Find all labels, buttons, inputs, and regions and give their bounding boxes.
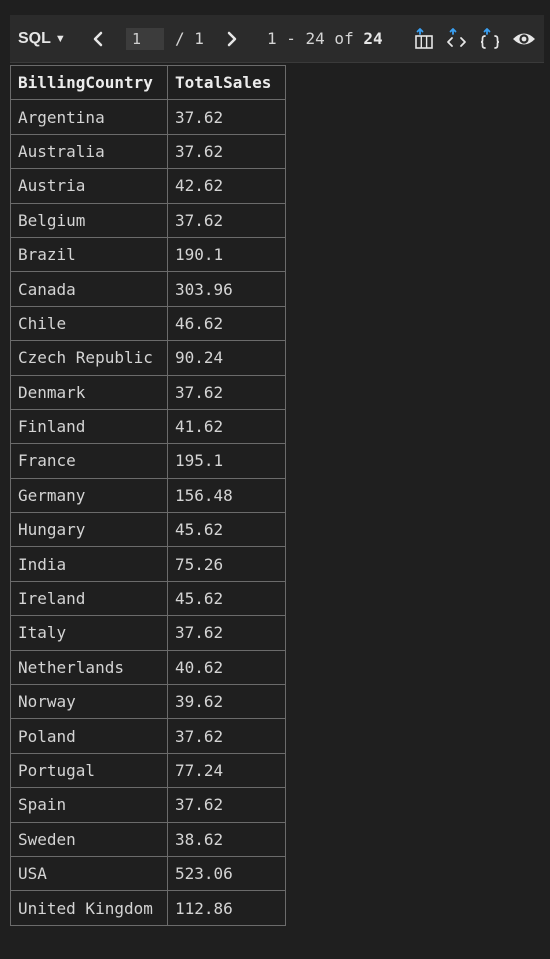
cell-billing-country[interactable]: Finland (10, 408, 168, 445)
cell-billing-country[interactable]: Norway (10, 684, 168, 720)
preview-button[interactable] (512, 27, 536, 51)
table-row[interactable]: Norway 39.62 (10, 684, 286, 720)
table-row[interactable]: Netherlands 40.62 (10, 649, 286, 686)
results-toolbar: SQL▼ / 1 1 - 24 of 24 (10, 15, 544, 63)
table-row[interactable]: Italy 37.62 (10, 615, 286, 651)
cell-total-sales[interactable]: 75.26 (167, 546, 286, 582)
table-row[interactable]: Portugal 77.24 (10, 752, 286, 789)
export-xml-icon (447, 28, 466, 47)
table-row[interactable]: Hungary 45.62 (10, 512, 286, 548)
cell-total-sales[interactable]: 46.62 (167, 305, 286, 342)
cell-total-sales[interactable]: 41.62 (167, 408, 286, 445)
table-row[interactable]: Germany 156.48 (10, 477, 286, 514)
table-row[interactable]: Sweden 38.62 (10, 821, 286, 857)
cell-billing-country[interactable]: Netherlands (10, 649, 168, 686)
language-label: SQL (18, 30, 51, 47)
cell-billing-country[interactable]: Czech Republic (10, 340, 168, 376)
cell-billing-country[interactable]: USA (10, 855, 168, 892)
chevron-left-icon (93, 31, 103, 47)
row-range-prefix: 1 - 24 of (267, 29, 364, 48)
cell-billing-country[interactable]: Denmark (10, 374, 168, 410)
cell-total-sales[interactable]: 37.62 (167, 99, 286, 135)
cell-total-sales[interactable]: 37.62 (167, 787, 286, 823)
cell-billing-country[interactable]: Germany (10, 477, 168, 514)
cell-billing-country[interactable]: Italy (10, 615, 168, 651)
row-total: 24 (363, 29, 383, 48)
column-header-billingcountry[interactable]: BillingCountry (10, 64, 168, 101)
export-json-icon (480, 28, 500, 49)
export-xml-button[interactable] (445, 27, 469, 51)
cell-total-sales[interactable]: 77.24 (167, 752, 286, 789)
table-row[interactable]: Argentina 37.62 (10, 99, 286, 135)
cell-billing-country[interactable]: United Kingdom (10, 890, 168, 926)
export-json-button[interactable] (478, 27, 502, 51)
table-row[interactable]: Chile 46.62 (10, 305, 286, 342)
table-row[interactable]: Poland 37.62 (10, 718, 286, 754)
cell-total-sales[interactable]: 37.62 (167, 202, 286, 238)
cell-billing-country[interactable]: France (10, 443, 168, 479)
row-range: 1 - 24 of 24 (267, 15, 383, 63)
cell-total-sales[interactable]: 112.86 (167, 890, 286, 926)
cell-billing-country[interactable]: India (10, 546, 168, 582)
cell-billing-country[interactable]: Canada (10, 271, 168, 307)
language-select[interactable]: SQL ▼ (18, 15, 66, 63)
page-number-input[interactable] (126, 28, 164, 50)
cell-total-sales[interactable]: 37.62 (167, 133, 286, 170)
cell-billing-country[interactable]: Sweden (10, 821, 168, 857)
cell-total-sales[interactable]: 90.24 (167, 340, 286, 376)
cell-billing-country[interactable]: Ireland (10, 580, 168, 617)
cell-billing-country[interactable]: Argentina (10, 99, 168, 135)
cell-total-sales[interactable]: 39.62 (167, 684, 286, 720)
cell-total-sales[interactable]: 45.62 (167, 512, 286, 548)
table-body: Argentina 37.62 Australia 37.62 Austria 42.62… (10, 99, 286, 926)
preview-eye-icon (513, 33, 535, 45)
table-row[interactable]: Czech Republic 90.24 (10, 340, 286, 376)
table-row[interactable]: USA 523.06 (10, 855, 286, 892)
cell-billing-country[interactable]: Brazil (10, 236, 168, 273)
table-row[interactable]: Austria 42.62 (10, 168, 286, 204)
table-row[interactable]: India 75.26 (10, 546, 286, 582)
table-row[interactable]: Finland 41.62 (10, 408, 286, 445)
cell-total-sales[interactable]: 40.62 (167, 649, 286, 686)
cell-billing-country[interactable]: Hungary (10, 512, 168, 548)
export-csv-icon (415, 28, 433, 49)
cell-total-sales[interactable]: 195.1 (167, 443, 286, 479)
table-row[interactable]: Belgium 37.62 (10, 202, 286, 238)
table-row[interactable]: Denmark 37.62 (10, 374, 286, 410)
table-row[interactable]: United Kingdom 112.86 (10, 890, 286, 926)
cell-total-sales[interactable]: 156.48 (167, 477, 286, 514)
cell-billing-country[interactable]: Portugal (10, 752, 168, 789)
cell-billing-country[interactable]: Poland (10, 718, 168, 754)
cell-billing-country[interactable]: Australia (10, 133, 168, 170)
table-row[interactable]: Brazil 190.1 (10, 236, 286, 273)
cell-billing-country[interactable]: Chile (10, 305, 168, 342)
cell-total-sales[interactable]: 37.62 (167, 718, 286, 754)
cell-total-sales[interactable]: 37.62 (167, 374, 286, 410)
cell-total-sales[interactable]: 45.62 (167, 580, 286, 617)
previous-page-button[interactable] (92, 15, 104, 63)
cell-total-sales[interactable]: 38.62 (167, 821, 286, 857)
table-row[interactable]: Spain 37.62 (10, 787, 286, 823)
cell-billing-country[interactable]: Spain (10, 787, 168, 823)
cell-billing-country[interactable]: Belgium (10, 202, 168, 238)
table-header-row: BillingCountry TotalSales (10, 64, 286, 101)
cell-total-sales[interactable]: 37.62 (167, 615, 286, 651)
cell-total-sales[interactable]: 190.1 (167, 236, 286, 273)
column-header-totalsales[interactable]: TotalSales (167, 64, 286, 101)
next-page-button[interactable] (226, 15, 238, 63)
dropdown-caret-icon: ▼ (54, 33, 66, 45)
cell-billing-country[interactable]: Austria (10, 168, 168, 204)
table-row[interactable]: Canada 303.96 (10, 271, 286, 307)
chevron-right-icon (227, 31, 237, 47)
results-table: BillingCountry TotalSales Argentina 37.62… (10, 64, 286, 926)
table-row[interactable]: Australia 37.62 (10, 133, 286, 170)
table-row[interactable]: Ireland 45.62 (10, 580, 286, 617)
cell-total-sales[interactable]: 523.06 (167, 855, 286, 892)
cell-total-sales[interactable]: 303.96 (167, 271, 286, 307)
export-csv-button[interactable] (412, 27, 436, 51)
table-row[interactable]: France 195.1 (10, 443, 286, 479)
page-count: / 1 (175, 29, 204, 48)
cell-total-sales[interactable]: 42.62 (167, 168, 286, 204)
